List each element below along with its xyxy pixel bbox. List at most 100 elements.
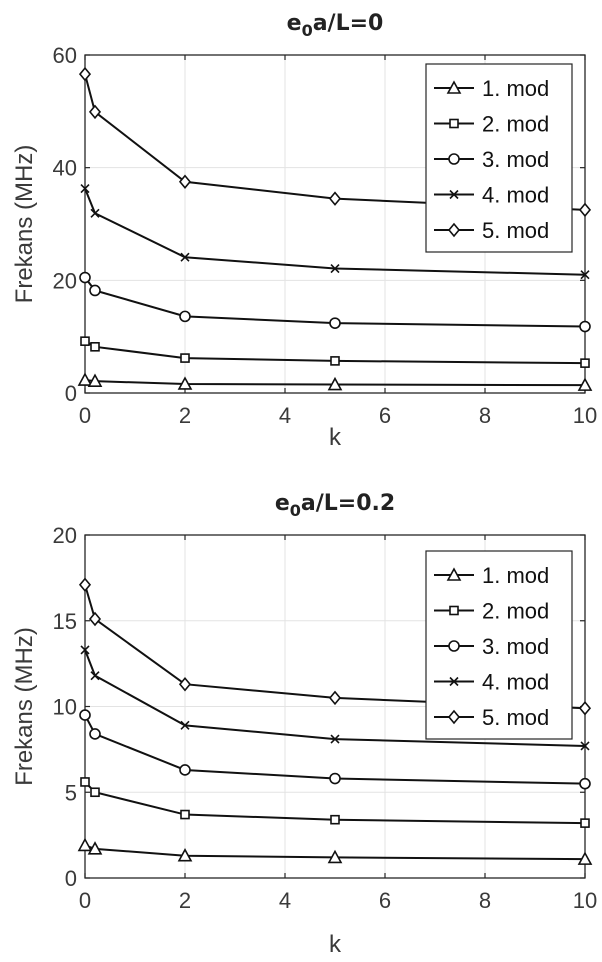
y-tick-label: 60 [53, 43, 77, 68]
data-point [328, 690, 342, 706]
legend: 1. mod 2. mod 3. mod 4. mod 5. mod [425, 550, 573, 740]
legend-item: 3. mod [434, 147, 549, 172]
x-tick-label: 6 [379, 888, 391, 913]
legend-item: 5. mod [434, 705, 549, 730]
y-tick-label: 5 [65, 780, 77, 805]
data-point [80, 336, 90, 346]
data-point [180, 809, 190, 820]
data-point [579, 777, 591, 790]
x-tick-label: 4 [279, 888, 291, 913]
data-point [80, 777, 90, 787]
data-point [79, 709, 91, 721]
legend-marker [446, 80, 462, 94]
data-point [327, 849, 343, 864]
series-3 [79, 271, 591, 333]
chart-title-subscript: 0 [290, 501, 301, 520]
data-point [578, 202, 592, 218]
legend-label: 1. mod [482, 76, 549, 101]
legend-marker [447, 709, 461, 725]
data-point [90, 787, 100, 798]
legend-item: 2. mod [434, 599, 549, 624]
data-point [330, 263, 340, 274]
data-point [179, 764, 191, 776]
y-tick-label: 0 [65, 866, 77, 891]
legend-item: 4. mod [434, 670, 549, 695]
x-tick-label: 0 [79, 888, 91, 913]
chart-title-subscript: 0 [302, 21, 313, 40]
data-point [577, 377, 593, 391]
data-point [580, 741, 590, 751]
legend-label: 2. mod [482, 112, 549, 137]
series-3 [79, 709, 591, 790]
data-point [577, 851, 593, 865]
data-point [330, 356, 340, 366]
data-point [329, 317, 341, 329]
x-tick-label: 2 [179, 403, 191, 428]
legend-label: 3. mod [482, 634, 549, 659]
data-point [80, 645, 90, 655]
x-tick-label: 2 [179, 888, 191, 913]
data-point [79, 271, 91, 284]
y-axis-label: Frekans (MHz) [11, 627, 38, 786]
x-tick-label: 8 [479, 403, 491, 428]
chart-title-main: e [287, 11, 302, 36]
legend-item: 2. mod [434, 112, 549, 137]
legend-label: 2. mod [482, 599, 549, 624]
legend-label: 5. mod [482, 705, 549, 730]
chart-title-main: e [275, 491, 290, 516]
legend-marker [447, 222, 461, 238]
data-point [77, 372, 93, 386]
series-5 [78, 577, 592, 716]
y-tick-label: 0 [65, 381, 77, 406]
data-point [330, 814, 340, 825]
legend-marker [448, 640, 460, 652]
x-tick-label: 10 [573, 888, 597, 913]
data-point [88, 104, 102, 120]
data-point [180, 720, 190, 730]
data-point [179, 310, 191, 323]
data-point [80, 183, 90, 194]
y-tick-label: 40 [53, 156, 77, 181]
data-point [579, 320, 591, 333]
data-point [90, 208, 100, 218]
legend-marker [449, 676, 459, 687]
legend-label: 4. mod [482, 670, 549, 695]
data-point [87, 373, 103, 387]
y-axis-label: Frekans (MHz) [11, 145, 38, 304]
x-axis-label: k [329, 931, 342, 958]
y-tick-label: 20 [53, 268, 77, 293]
legend-marker [449, 605, 459, 616]
plot-area-frame [84, 54, 586, 394]
data-point [89, 284, 101, 297]
data-point [77, 837, 93, 852]
series-5 [78, 66, 592, 218]
data-point [90, 671, 100, 681]
data-point [178, 676, 192, 692]
series-4 [80, 645, 590, 751]
data-point [580, 358, 590, 368]
data-point [90, 342, 100, 352]
data-point [330, 734, 340, 744]
y-tick-label: 15 [53, 609, 77, 634]
data-point [580, 270, 590, 280]
data-point [328, 191, 342, 206]
y-tick-label: 20 [53, 523, 77, 548]
legend-marker [446, 567, 462, 581]
data-point [178, 174, 192, 189]
data-point [329, 772, 341, 785]
chart-title: e0a/L=0.2 [275, 491, 395, 520]
x-tick-label: 10 [573, 403, 597, 428]
chart-title: e0a/L=0 [287, 11, 384, 40]
legend-marker [448, 153, 460, 165]
x-axis-label: k [329, 424, 342, 451]
data-point [88, 611, 102, 627]
legend-label: 4. mod [482, 183, 549, 208]
legend-item: 4. mod [434, 183, 549, 208]
legend-label: 3. mod [482, 147, 549, 172]
legend-marker [449, 118, 459, 129]
data-point [78, 66, 92, 82]
chart-title-rest: a/L=0.2 [301, 491, 395, 516]
